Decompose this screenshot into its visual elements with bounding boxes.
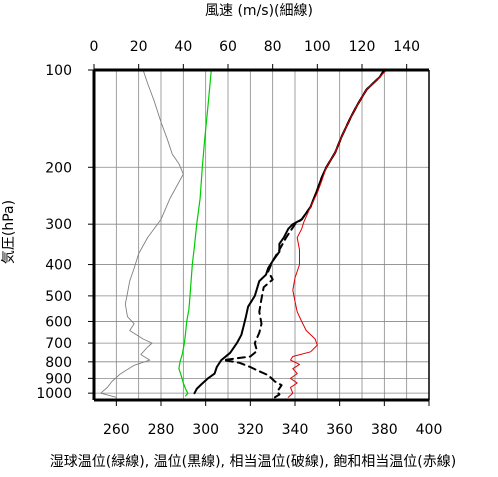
bottom-axis-tick-label: 260 (103, 422, 130, 438)
bottom-axis-tick-label: 300 (192, 422, 219, 438)
pressure-tick-label: 800 (45, 355, 72, 371)
bottom-axis-tick-label: 340 (282, 422, 309, 438)
top-axis-tick-label: 80 (264, 39, 282, 55)
top-axis-tick-label: 20 (130, 39, 148, 55)
bottom-axis-tick-label: 380 (371, 422, 398, 438)
tick-layer: 0 20 40 60 80 100 120 140 260 280 300 320 340 360 380 4… (36, 39, 442, 438)
series-line-wind (100, 69, 184, 398)
pressure-tick-label: 700 (45, 336, 72, 352)
top-axis-tick-label: 60 (219, 39, 237, 55)
pressure-tick-label: 300 (45, 217, 72, 233)
bottom-axis-tick-label: 400 (416, 422, 443, 438)
top-axis-tick-label: 100 (304, 39, 331, 55)
y-axis-title: 気圧(hPa) (1, 200, 17, 264)
series-layer (100, 69, 388, 399)
top-axis-tick-label: 0 (90, 39, 99, 55)
series-line-theta (193, 69, 386, 395)
pressure-tick-label: 100 (45, 63, 72, 79)
bottom-axis-tick-label: 280 (148, 422, 175, 438)
top-axis-tick-label: 120 (349, 39, 376, 55)
pressure-tick-label: 600 (45, 314, 72, 330)
top-axis-tick-label: 40 (174, 39, 192, 55)
pressure-tick-label: 200 (45, 160, 72, 176)
bottom-axis-tick-label: 320 (237, 422, 264, 438)
series-line-wet-bulb (178, 69, 212, 397)
series-line-theta-e (222, 69, 386, 399)
pressure-tick-label: 500 (45, 289, 72, 305)
grid-layer (93, 69, 430, 400)
bottom-axis-tick-label: 360 (326, 422, 353, 438)
top-axis-title: 風速 (m/s)(細線) (205, 3, 313, 19)
series-line-theta-es (287, 69, 388, 398)
pressure-tick-label: 400 (45, 258, 72, 274)
top-axis-tick-label: 140 (393, 39, 420, 55)
bottom-axis-title: 湿球温位(緑線), 温位(黒線), 相当温位(破線), 飽和相当温位(赤線) (50, 453, 456, 470)
frame-layer (92, 68, 430, 402)
pressure-tick-label: 1000 (36, 386, 72, 402)
pressure-tick-label: 900 (45, 371, 72, 387)
